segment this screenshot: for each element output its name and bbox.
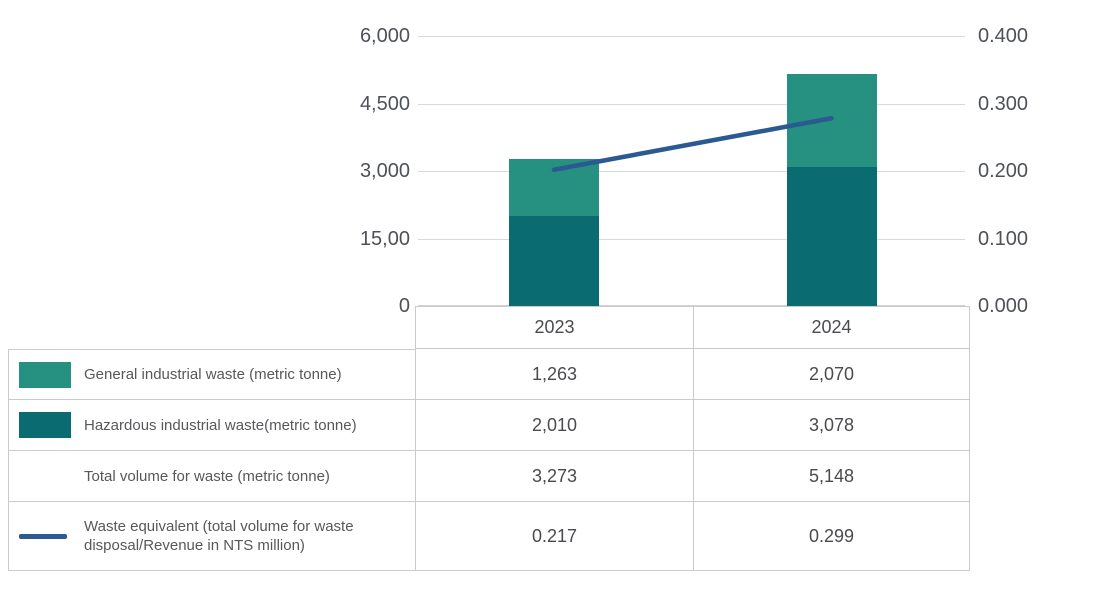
legend-swatch-zone (19, 361, 84, 388)
waste-equivalent-line-path (551, 116, 834, 172)
right-axis: 0.400 0.300 0.200 0.100 0.000 (978, 23, 1108, 319)
row-label: Hazardous industrial waste(metric tonne) (84, 416, 357, 434)
table-cell: 2,070 (693, 349, 970, 400)
left-axis-tick: 0 (398, 295, 410, 317)
table-cell: 2,010 (415, 400, 693, 451)
right-axis-tick: 0.300 (978, 92, 1029, 115)
left-axis: 6,000 4,500 3,000 15,00 0 (230, 23, 410, 319)
table-row-label-total-volume: Total volume for waste (metric tonne) (8, 451, 415, 502)
row-label: General industrial waste (metric tonne) (84, 366, 342, 383)
hazardous-waste-legend-swatch (19, 412, 71, 438)
table-header-spacer (8, 306, 415, 349)
right-axis-tick: 0.200 (978, 160, 1029, 182)
general-waste-legend-swatch (19, 361, 71, 388)
left-axis-tick: 15,00 (359, 227, 410, 250)
column-header-2024: 2024 (693, 306, 970, 349)
row-label: Waste equivalent (total volume for waste… (84, 518, 354, 554)
right-axis-tick: 0.100 (978, 227, 1029, 250)
table-cell: 1,263 (415, 349, 693, 400)
table-cell: 5,148 (693, 451, 970, 502)
table-cell: 0.299 (693, 502, 970, 571)
waste-equivalent-line (551, 116, 834, 172)
x-axis-baseline (418, 305, 965, 306)
legend-swatch-zone (19, 533, 84, 539)
gridline (418, 36, 965, 37)
table-cell: 3,078 (693, 400, 970, 451)
left-axis-tick: 3,000 (359, 160, 410, 182)
bar-segment-general-2024 (786, 74, 877, 168)
table-cell: 0.217 (415, 502, 693, 571)
bar-segment-hazardous-2024 (786, 167, 877, 306)
plot-area (418, 36, 965, 306)
gridline (418, 171, 965, 172)
table-row-label-general-waste: General industrial waste (metric tonne) (8, 349, 415, 400)
left-axis-tick: 4,500 (359, 92, 410, 115)
table-row-label-hazardous-waste: Hazardous industrial waste(metric tonne) (8, 400, 415, 451)
data-table: 2023 2024 General industrial waste (metr… (8, 306, 970, 571)
right-axis-tick: 0.000 (978, 295, 1029, 317)
table-cell: 3,273 (415, 451, 693, 502)
table-row-label-waste-equivalent: Waste equivalent (total volume for waste… (8, 502, 415, 571)
column-header-2023: 2023 (415, 306, 693, 349)
waste-equivalent-legend-swatch (19, 533, 67, 539)
legend-swatch-zone (19, 412, 84, 438)
gridline (418, 238, 965, 240)
gridline (418, 103, 965, 105)
right-axis-tick: 0.400 (978, 25, 1029, 47)
left-axis-tick: 6,000 (359, 25, 410, 47)
row-label: Total volume for waste (metric tonne) (84, 467, 330, 485)
bar-segment-hazardous-2023 (509, 215, 599, 306)
